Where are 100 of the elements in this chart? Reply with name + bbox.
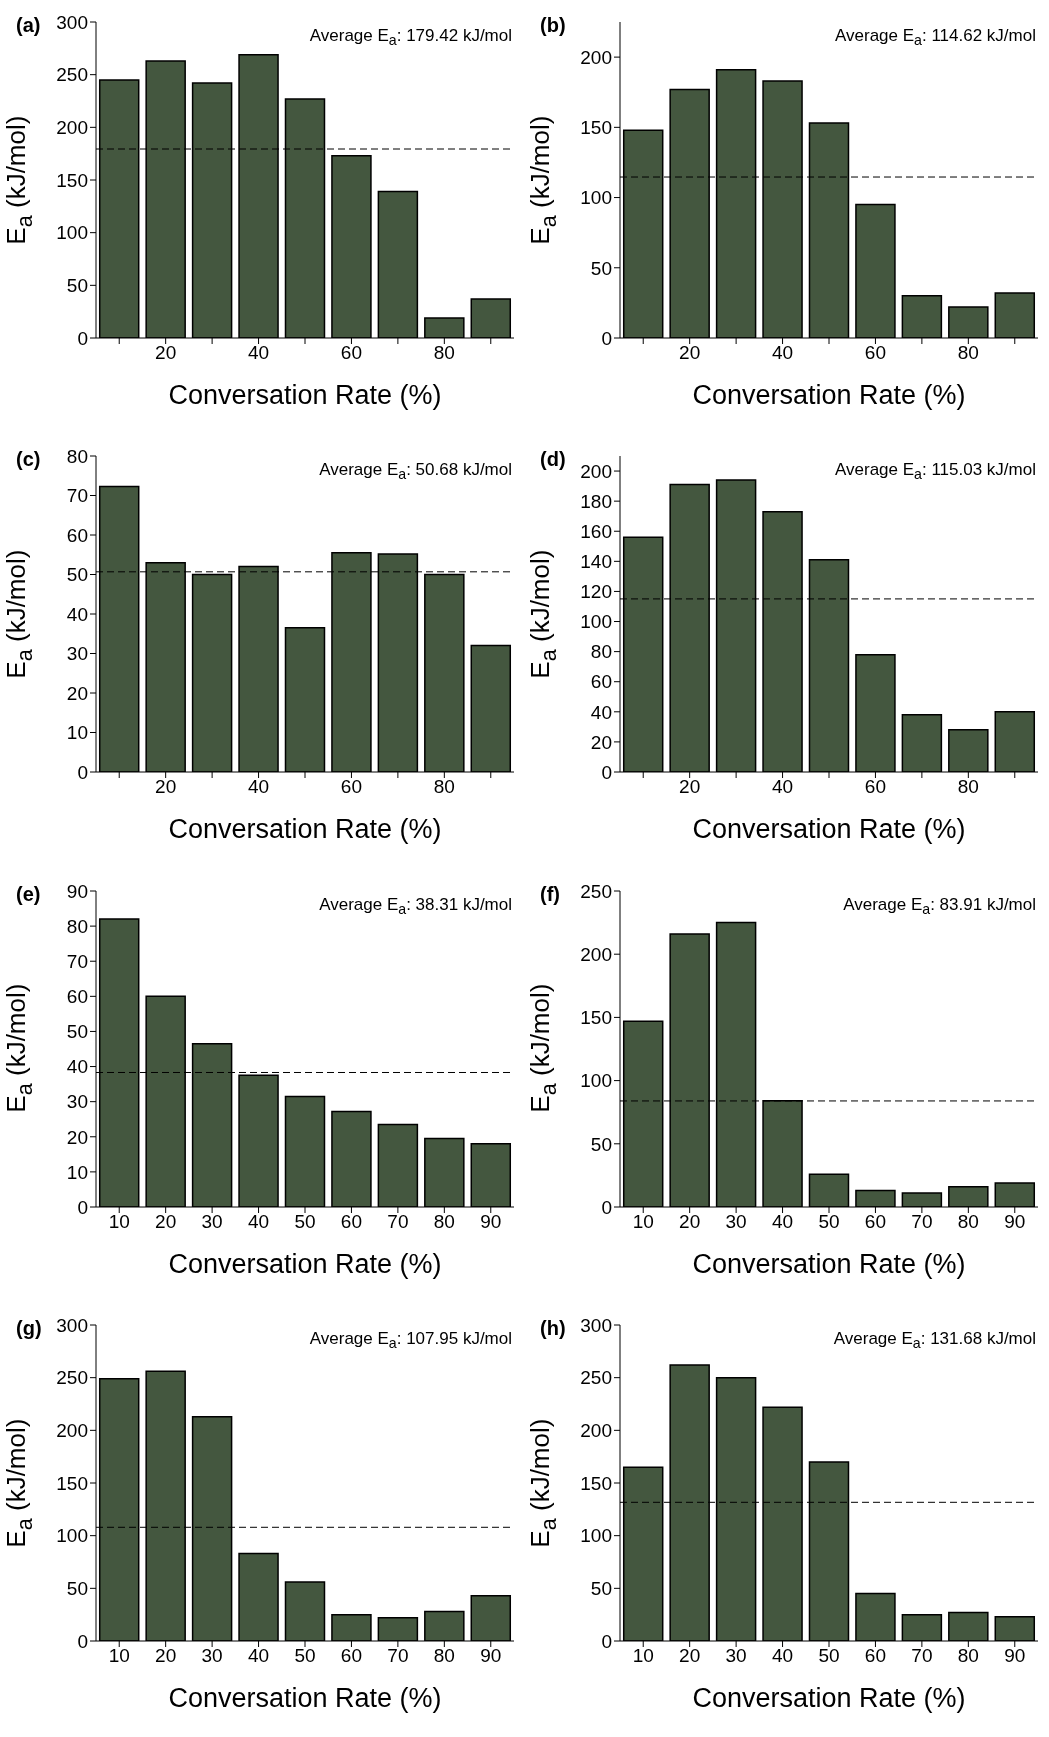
x-tick-label: 20 [155, 1645, 177, 1667]
x-tick-label: 10 [632, 1645, 654, 1667]
y-tick-label: 100 [580, 611, 612, 633]
y-tick-label: 250 [56, 64, 88, 86]
y-tick-label: 40 [590, 701, 612, 723]
x-tick-label: 60 [340, 342, 363, 364]
x-tick-label: 80 [433, 1645, 455, 1667]
y-tick-label: 200 [56, 1419, 88, 1441]
y-tick-label: 140 [580, 551, 612, 573]
ref-line-label: Average E$_{a}$: 50.68 kJ/mol [319, 460, 512, 483]
y-tick-label: 50 [66, 564, 88, 586]
x-axis-title: Conversation Rate (%) [691, 814, 967, 846]
y-tick-label: 60 [66, 985, 88, 1007]
y-tick-label: 160 [580, 521, 612, 543]
y-tick-label: 180 [580, 491, 612, 513]
y-tick-label: 20 [66, 682, 88, 704]
y-tick-label: 50 [66, 1020, 88, 1042]
y-tick-label: 80 [66, 915, 88, 937]
x-tick-label: 60 [864, 342, 887, 364]
chart-title: (c) [16, 448, 42, 472]
y-tick-label: 10 [66, 722, 88, 744]
x-tick-label: 70 [387, 1645, 409, 1667]
x-tick-label: 60 [864, 776, 887, 798]
y-tick-label: 250 [56, 1367, 88, 1389]
y-tick-label: 200 [580, 943, 612, 965]
x-tick-label: 80 [957, 1210, 979, 1232]
y-tick-label: 50 [590, 1133, 612, 1155]
y-tick-label: 150 [580, 1472, 612, 1494]
x-axis-title: Conversation Rate (%) [167, 1682, 443, 1714]
chart-title: (f) [540, 882, 561, 906]
y-tick-label: 200 [580, 1419, 612, 1441]
y-tick-label: 60 [66, 524, 88, 546]
y-tick-label: 100 [56, 1525, 88, 1547]
y-tick-label: 30 [66, 1090, 88, 1112]
x-axis-title: Conversation Rate (%) [167, 1248, 443, 1280]
x-tick-label: 60 [340, 776, 363, 798]
x-tick-label: 30 [725, 1210, 747, 1232]
y-tick-label: 150 [580, 117, 612, 139]
y-tick-label: 30 [66, 643, 88, 665]
x-tick-label: 80 [433, 776, 455, 798]
x-tick-label: 50 [294, 1210, 316, 1232]
x-tick-label: 80 [957, 776, 979, 798]
y-tick-label: 0 [77, 761, 88, 783]
y-tick-label: 300 [580, 1314, 612, 1336]
y-tick-label: 10 [66, 1161, 88, 1183]
x-tick-label: 40 [771, 342, 794, 364]
y-tick-label: 300 [56, 11, 88, 33]
x-tick-label: 50 [294, 1645, 316, 1667]
x-tick-label: 90 [480, 1210, 502, 1232]
x-tick-label: 60 [864, 1645, 887, 1667]
x-tick-label: 70 [911, 1645, 933, 1667]
ref-line-label: Average E$_{a}$: 38.31 kJ/mol [319, 894, 512, 917]
x-tick-label: 20 [155, 776, 177, 798]
x-tick-label: 80 [433, 1210, 455, 1232]
x-tick-label: 50 [818, 1210, 840, 1232]
y-tick-label: 100 [56, 222, 88, 244]
x-axis-title: Conversation Rate (%) [691, 1682, 967, 1714]
y-tick-label: 0 [601, 327, 612, 349]
chart-title: (e) [16, 882, 42, 906]
y-tick-label: 50 [66, 275, 88, 297]
x-tick-label: 60 [340, 1645, 363, 1667]
y-tick-label: 0 [77, 1196, 88, 1218]
x-tick-label: 70 [911, 1210, 933, 1232]
x-tick-label: 60 [340, 1210, 363, 1232]
x-tick-label: 40 [247, 1210, 270, 1232]
x-tick-label: 20 [679, 1210, 701, 1232]
y-tick-label: 60 [590, 671, 612, 693]
chart-title: (a) [16, 14, 42, 37]
x-tick-label: 20 [155, 1210, 177, 1232]
x-tick-label: 80 [957, 342, 979, 364]
x-axis-title: Conversation Rate (%) [691, 380, 967, 411]
y-tick-label: 0 [77, 1630, 88, 1652]
y-tick-label: 250 [580, 880, 612, 902]
chart-title: (d) [540, 448, 567, 472]
y-tick-label: 0 [601, 1196, 612, 1218]
y-tick-label: 20 [590, 731, 612, 753]
y-tick-label: 20 [66, 1126, 88, 1148]
y-tick-label: 70 [66, 950, 88, 972]
ref-line-label: Average E$_{a}$: 114.62 kJ/mol [835, 26, 1036, 49]
x-tick-label: 30 [201, 1645, 223, 1667]
x-tick-label: 30 [725, 1645, 747, 1667]
x-axis-title: Conversation Rate (%) [167, 380, 443, 411]
x-tick-label: 60 [864, 1210, 887, 1232]
x-tick-label: 40 [771, 776, 794, 798]
y-tick-label: 70 [66, 485, 88, 507]
y-tick-label: 40 [66, 603, 88, 625]
y-tick-label: 120 [580, 581, 612, 603]
y-tick-label: 100 [580, 1525, 612, 1547]
ref-line-label: Average E$_{a}$: 83.91 kJ/mol [843, 894, 1036, 917]
x-tick-label: 40 [771, 1645, 794, 1667]
x-tick-label: 10 [108, 1210, 130, 1232]
y-tick-label: 50 [590, 1577, 612, 1599]
y-tick-label: 300 [56, 1314, 88, 1336]
y-tick-label: 50 [590, 257, 612, 279]
x-tick-label: 10 [632, 1210, 654, 1232]
ref-line-label: Average E$_{a}$: 115.03 kJ/mol [835, 460, 1036, 483]
y-tick-label: 150 [580, 1006, 612, 1028]
y-tick-label: 80 [590, 641, 612, 663]
x-tick-label: 40 [247, 776, 270, 798]
chart-title: (g) [16, 1316, 43, 1340]
